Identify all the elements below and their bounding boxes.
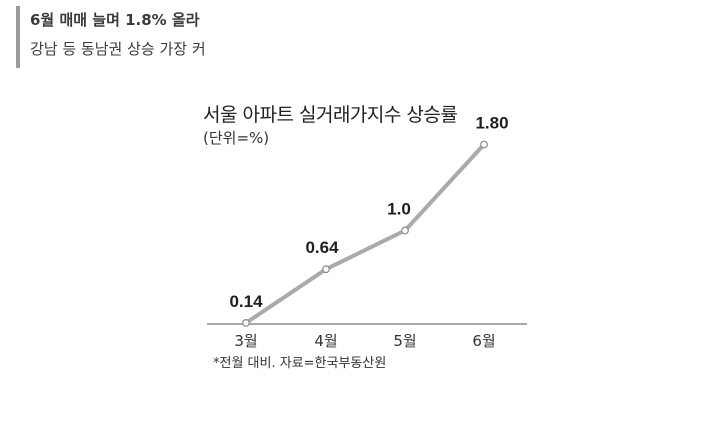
chart-source-note: *전월 대비. 자료=한국부동산원: [213, 356, 387, 371]
data-label: 0.14: [229, 292, 263, 311]
headline: 6월 매매 늘며 1.8% 올라: [30, 11, 200, 29]
x-tick-label: 6월: [472, 332, 495, 350]
data-point-marker: [242, 319, 250, 327]
chart-unit-label: (단위=%): [203, 129, 270, 147]
data-point-marker: [480, 140, 488, 149]
chart-title: 서울 아파트 실거래가지수 상승률: [203, 104, 458, 126]
data-point-marker: [322, 265, 330, 274]
subheadline: 강남 등 동남권 상승 가장 커: [30, 40, 206, 58]
header-accent-bar: [16, 6, 20, 68]
data-label: 1.0: [387, 200, 411, 219]
data-label: 0.64: [305, 238, 339, 257]
data-label: 1.80: [475, 114, 508, 133]
article-header: 6월 매매 늘며 1.8% 올라 강남 등 동남권 상승 가장 커: [16, 4, 616, 68]
data-point-marker: [401, 226, 409, 235]
x-tick-label: 3월: [234, 332, 257, 350]
series-line: [244, 142, 486, 325]
x-tick-label: 5월: [393, 332, 416, 350]
x-tick-label: 4월: [314, 332, 337, 350]
